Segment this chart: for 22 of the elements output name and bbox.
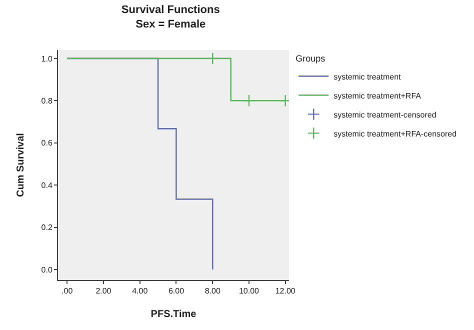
x-tick-label: 12.00 — [275, 286, 296, 296]
y-tick-label: 0.2 — [41, 223, 53, 232]
y-tick-label: 0.0 — [41, 265, 53, 274]
x-tick-label: 8.00 — [204, 286, 221, 296]
x-axis-title: PFS.Time — [150, 309, 197, 320]
y-tick-label: 0.4 — [41, 180, 53, 190]
legend-label: systemic treatment+RFA-censored — [334, 129, 457, 138]
x-tick-label: 4.00 — [132, 286, 148, 296]
y-tick-label: 1.0 — [41, 54, 53, 64]
x-tick-label: 2.00 — [96, 286, 112, 296]
chart-title: Survival Functions — [121, 4, 220, 16]
x-tick-label: 10.00 — [238, 286, 260, 296]
x-tick-label: .00 — [62, 286, 74, 296]
legend-label: systemic treatment — [334, 72, 402, 82]
y-axis-title: Cum Survival — [15, 132, 26, 197]
x-tick-label: 6.00 — [168, 286, 185, 296]
chart-subtitle: Sex = Female — [136, 18, 206, 30]
legend-title: Groups — [296, 54, 326, 64]
y-tick-label: 0.6 — [41, 138, 53, 148]
y-tick-label: 0.8 — [41, 96, 53, 106]
legend-label: systemic treatment-censored — [334, 110, 436, 120]
legend-label: systemic treatment+RFA — [334, 91, 422, 100]
